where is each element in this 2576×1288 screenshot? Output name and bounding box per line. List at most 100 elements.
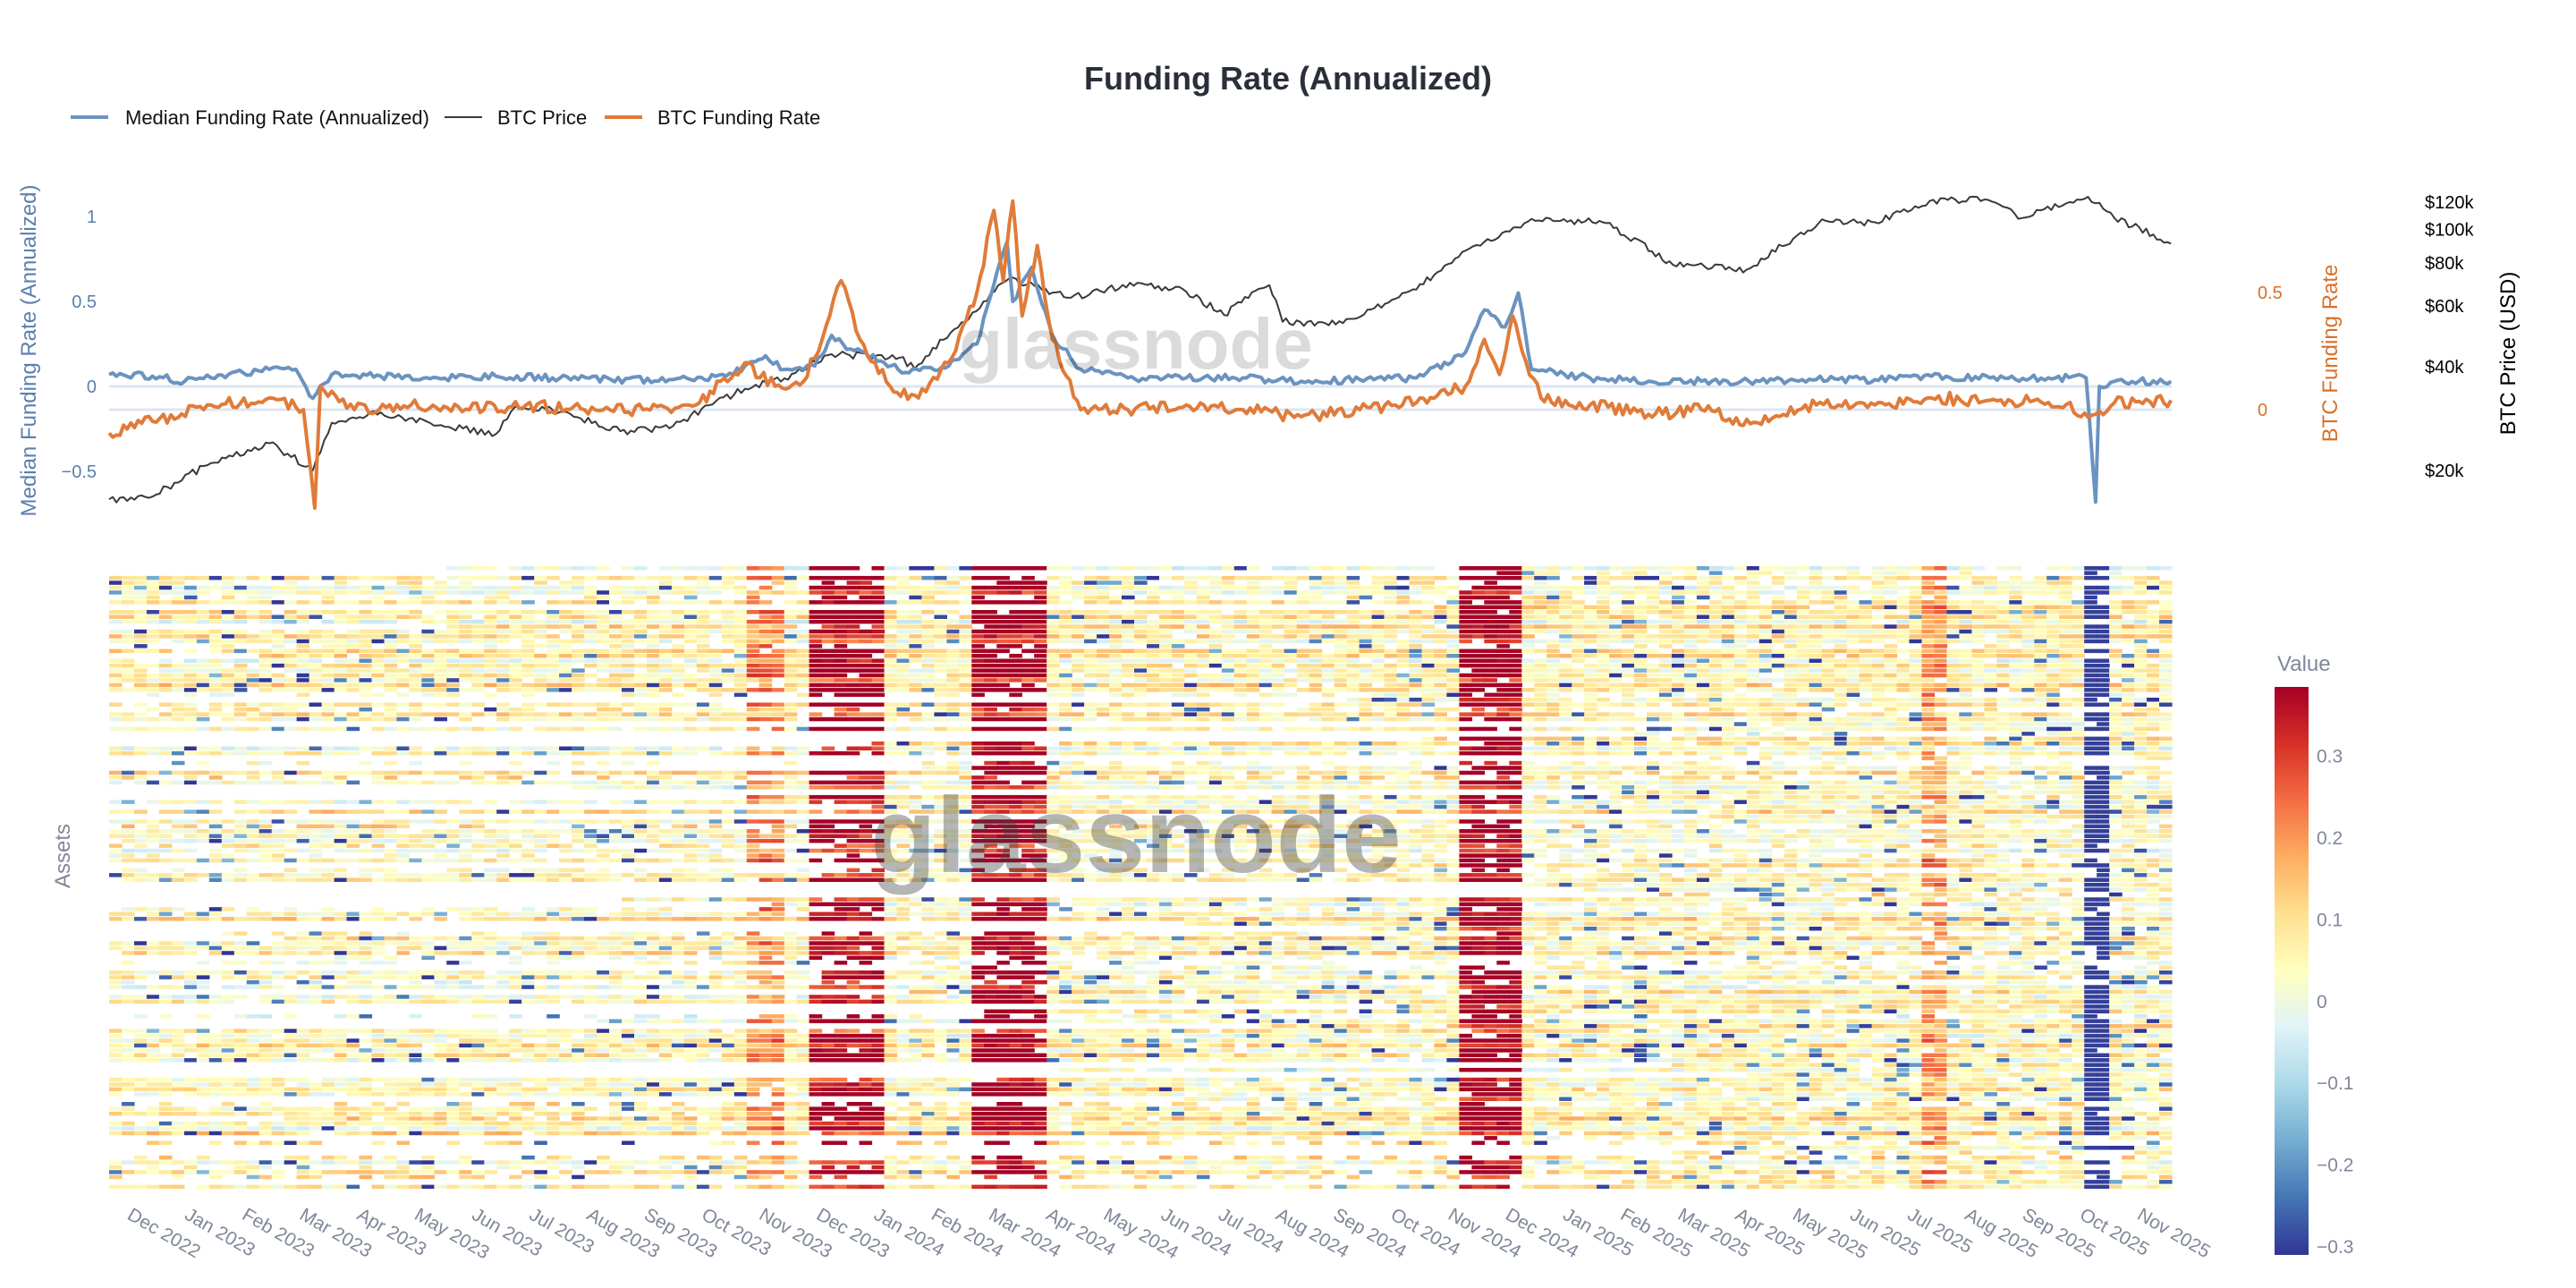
heatmap-cell <box>1921 741 1936 746</box>
heatmap-cell <box>971 619 985 624</box>
heatmap-cell <box>996 658 1010 663</box>
heatmap-cell <box>1396 654 1411 658</box>
heatmap-cell <box>2059 750 2072 756</box>
heatmap-cell <box>1758 590 1773 595</box>
heatmap-cell <box>1846 678 1860 682</box>
heatmap-cell <box>846 575 860 580</box>
heatmap-cell <box>1871 580 1885 585</box>
heatmap-cell <box>1334 634 1348 639</box>
heatmap-cell <box>1159 750 1173 756</box>
heatmap-cell <box>921 716 935 722</box>
heatmap-cell <box>1622 658 1635 663</box>
heatmap-cell <box>158 648 173 654</box>
heatmap-cell <box>1746 736 1760 741</box>
heatmap-cell <box>609 746 623 750</box>
heatmap-cell <box>1647 590 1660 595</box>
heatmap-cell <box>2084 658 2097 663</box>
heatmap-cell <box>1584 590 1597 595</box>
heatmap-cell <box>1584 575 1597 580</box>
heatmap-cell <box>471 726 485 732</box>
legend-item-btc-price[interactable]: BTC Price <box>445 106 587 129</box>
heatmap-cell <box>1183 712 1198 716</box>
heatmap-cell <box>2159 702 2173 707</box>
heatmap-cell <box>1959 722 1972 726</box>
heatmap-cell <box>1384 595 1398 600</box>
heatmap-cell <box>2046 590 2060 595</box>
heatmap-cell <box>2097 658 2110 663</box>
heatmap-cell <box>409 648 422 654</box>
heatmap-cell <box>1072 712 1085 716</box>
heatmap-cell <box>1384 766 1398 770</box>
heatmap-cell <box>1183 702 1198 707</box>
heatmap-cell <box>1921 698 1936 702</box>
heatmap-cell <box>871 673 886 678</box>
heatmap-cell <box>1446 648 1460 654</box>
heatmap-cell <box>1434 654 1447 658</box>
heatmap-cell <box>296 639 310 644</box>
heatmap-cell <box>459 668 472 673</box>
heatmap-cell <box>521 707 535 712</box>
heatmap-cell <box>459 760 472 766</box>
heatmap-cell <box>1721 741 1735 746</box>
heatmap-cell <box>1659 678 1673 682</box>
heatmap-cell <box>2009 648 2022 654</box>
heatmap-cell <box>1771 766 1785 770</box>
heatmap-cell <box>1672 590 1685 595</box>
heatmap-cell <box>1859 634 1873 639</box>
heatmap-cell <box>409 673 422 678</box>
heatmap-cell <box>2084 624 2097 629</box>
heatmap-cell <box>509 682 522 688</box>
heatmap-cell <box>834 595 848 600</box>
legend-item-median[interactable]: Median Funding Rate (Annualized) <box>71 106 429 129</box>
heatmap-cell <box>1984 663 1997 668</box>
heatmap-cell <box>2046 614 2060 619</box>
heatmap-cell <box>1859 716 1873 722</box>
heatmap-cell <box>1059 619 1072 624</box>
heatmap-cell <box>909 750 922 756</box>
heatmap-cell <box>584 629 597 634</box>
heatmap-cell <box>1696 624 1710 629</box>
heatmap-cell <box>2021 610 2035 614</box>
heatmap-cell <box>2134 722 2148 726</box>
heatmap-cell <box>996 566 1010 571</box>
heatmap-cell <box>1546 571 1560 575</box>
heatmap-cell <box>1909 639 1923 644</box>
heatmap-cell <box>1471 673 1485 678</box>
heatmap-cell <box>1534 698 1547 702</box>
heatmap-cell <box>346 746 360 750</box>
heatmap-cell <box>1321 590 1335 595</box>
heatmap-cell <box>708 566 723 571</box>
heatmap-cell <box>534 668 547 673</box>
heatmap-cell <box>1534 736 1547 741</box>
heatmap-cell <box>2147 600 2160 605</box>
heatmap-cell <box>2109 571 2123 575</box>
heatmap-cell <box>1821 668 1835 673</box>
heatmap-cell <box>609 678 623 682</box>
heatmap-cell <box>384 746 398 750</box>
heatmap-cell <box>733 750 748 756</box>
heatmap-cell <box>1809 688 1823 692</box>
heatmap-cell <box>2034 624 2047 629</box>
heatmap-cell <box>446 600 460 605</box>
heatmap-cell <box>1484 746 1497 750</box>
legend-item-btc-funding[interactable]: BTC Funding Rate <box>605 106 820 129</box>
heatmap-cell <box>1546 624 1560 629</box>
heatmap-cell <box>1647 648 1660 654</box>
heatmap-cell <box>1909 750 1923 756</box>
heatmap-cell <box>258 648 273 654</box>
heatmap-cell <box>809 678 823 682</box>
heatmap-cell <box>1183 750 1198 756</box>
heatmap-cell <box>1233 629 1248 634</box>
heatmap-cell <box>1821 634 1835 639</box>
heatmap-cell <box>2009 634 2022 639</box>
heatmap-cell <box>233 614 248 619</box>
heatmap-cell <box>134 595 148 600</box>
heatmap-cell <box>2097 614 2110 619</box>
heatmap-cell <box>1622 750 1635 756</box>
heatmap-cell <box>1996 736 2010 741</box>
heatmap-cell <box>1821 614 1835 619</box>
heatmap-cell <box>909 726 922 732</box>
heatmap-cell <box>496 712 510 716</box>
heatmap-cell <box>1834 605 1848 610</box>
heatmap-cell <box>122 580 135 585</box>
